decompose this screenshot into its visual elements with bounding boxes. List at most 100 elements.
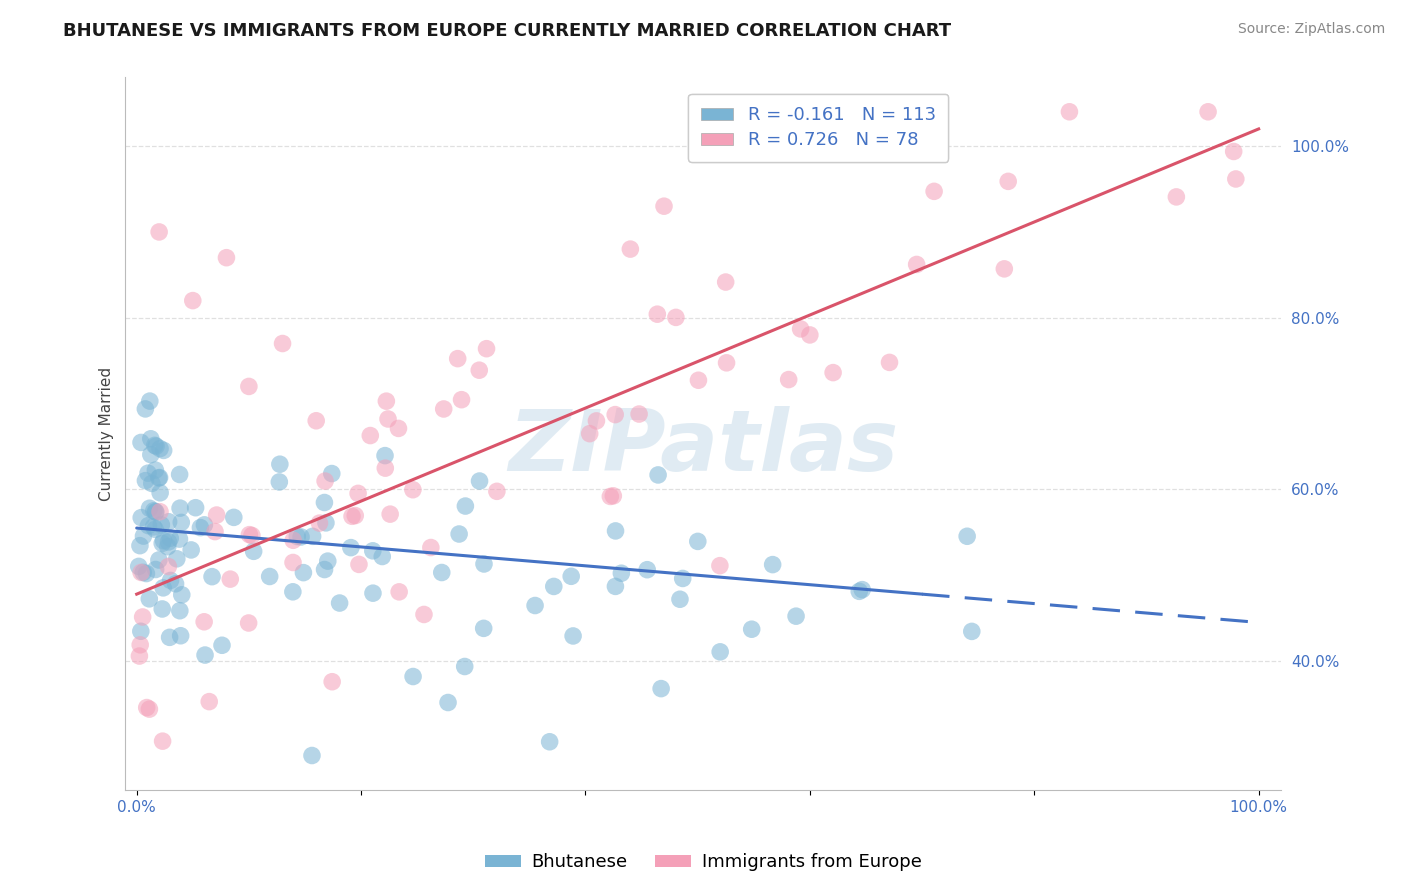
Point — [135, 700, 157, 714]
Point — [150, 517, 173, 532]
Point — [709, 645, 731, 659]
Point — [215, 251, 238, 265]
Point — [145, 463, 167, 477]
Point — [468, 363, 491, 377]
Point — [165, 576, 187, 591]
Point — [472, 621, 495, 635]
Point — [139, 432, 162, 446]
Point — [159, 574, 181, 588]
Point — [686, 534, 709, 549]
Point — [1225, 172, 1247, 186]
Point — [211, 638, 233, 652]
Point — [314, 495, 336, 509]
Point — [922, 185, 945, 199]
Point — [672, 571, 695, 585]
Point — [193, 615, 215, 629]
Point — [402, 483, 425, 497]
Point — [430, 566, 453, 580]
Point — [149, 470, 172, 484]
Point — [129, 539, 152, 553]
Point — [321, 467, 343, 481]
Point — [136, 466, 159, 480]
Point — [823, 366, 845, 380]
Point — [454, 499, 477, 513]
Point — [785, 609, 807, 624]
Point — [314, 562, 336, 576]
Point — [851, 582, 873, 597]
Point — [578, 426, 600, 441]
Point — [169, 501, 191, 516]
Point — [156, 540, 179, 554]
Point — [169, 604, 191, 618]
Point — [387, 421, 409, 435]
Point — [145, 439, 167, 453]
Point — [450, 392, 472, 407]
Point — [377, 412, 399, 426]
Point — [139, 448, 162, 462]
Point — [762, 558, 785, 572]
Point — [159, 531, 181, 545]
Point — [956, 529, 979, 543]
Point — [145, 562, 167, 576]
Point — [562, 629, 585, 643]
Point — [142, 504, 165, 518]
Point — [205, 508, 228, 522]
Point — [198, 695, 221, 709]
Point — [285, 530, 308, 544]
Point — [281, 584, 304, 599]
Point — [716, 356, 738, 370]
Point — [157, 559, 180, 574]
Point — [472, 557, 495, 571]
Point — [128, 559, 150, 574]
Point — [619, 242, 641, 256]
Point — [475, 342, 498, 356]
Point — [375, 394, 398, 409]
Point — [316, 554, 339, 568]
Point — [201, 569, 224, 583]
Point — [347, 558, 370, 572]
Point — [347, 486, 370, 500]
Point — [242, 544, 264, 558]
Point — [879, 355, 901, 369]
Point — [301, 748, 323, 763]
Point — [709, 558, 731, 573]
Point — [647, 467, 669, 482]
Point — [454, 659, 477, 673]
Point — [321, 674, 343, 689]
Point — [269, 475, 291, 489]
Point — [314, 474, 336, 488]
Point — [789, 322, 811, 336]
Point — [801, 145, 824, 160]
Point — [388, 585, 411, 599]
Point — [129, 638, 152, 652]
Point — [669, 592, 692, 607]
Point — [281, 556, 304, 570]
Point — [433, 401, 456, 416]
Point — [308, 516, 330, 530]
Text: ZIPatlas: ZIPatlas — [508, 407, 898, 490]
Point — [141, 476, 163, 491]
Point — [148, 471, 170, 485]
Y-axis label: Currently Married: Currently Married — [100, 367, 114, 500]
Point — [301, 529, 323, 543]
Point — [378, 507, 401, 521]
Point — [159, 631, 181, 645]
Point — [149, 442, 172, 456]
Point — [585, 414, 607, 428]
Legend: Bhutanese, Immigrants from Europe: Bhutanese, Immigrants from Europe — [477, 847, 929, 879]
Point — [129, 566, 152, 580]
Legend: R = -0.161   N = 113, R = 0.726   N = 78: R = -0.161 N = 113, R = 0.726 N = 78 — [688, 94, 949, 162]
Point — [1059, 104, 1081, 119]
Point — [152, 734, 174, 748]
Point — [605, 524, 627, 538]
Point — [129, 624, 152, 639]
Point — [129, 435, 152, 450]
Point — [138, 591, 160, 606]
Point — [665, 310, 688, 325]
Point — [1222, 145, 1244, 159]
Point — [359, 428, 381, 442]
Point — [166, 551, 188, 566]
Point — [329, 596, 352, 610]
Point — [240, 528, 263, 542]
Point — [132, 566, 155, 580]
